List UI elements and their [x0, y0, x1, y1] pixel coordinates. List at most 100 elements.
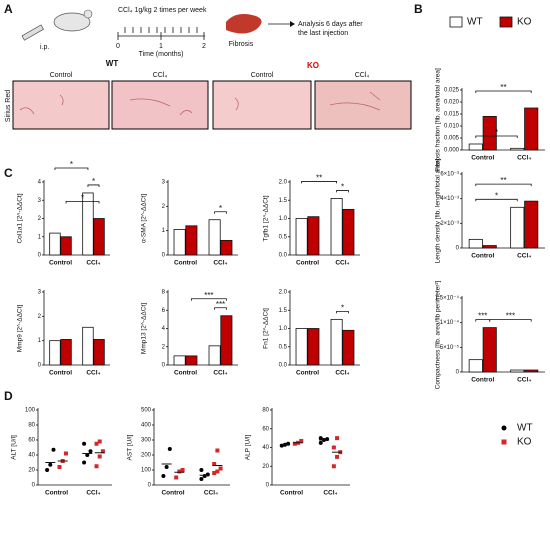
y-tick-label: 2 — [38, 216, 42, 222]
significance-bracket — [336, 190, 349, 193]
bar — [185, 225, 198, 256]
label: 2 — [202, 43, 206, 50]
mouse — [53, 12, 91, 32]
bar — [82, 192, 94, 256]
bar — [220, 315, 233, 366]
point — [218, 466, 223, 471]
y-axis-label: Col1a1 [2^-ΔΔCt] — [17, 193, 24, 243]
x-tick-label: CCl₄ — [86, 490, 100, 497]
significance-bracket — [475, 198, 518, 202]
y-tick-label: 2.0 — [279, 180, 288, 186]
bar — [49, 340, 61, 366]
y-tick-label: 1 — [162, 228, 166, 234]
y-axis-label: Tgfb1 [2^-ΔΔCt] — [263, 195, 270, 241]
point — [48, 462, 53, 467]
y-tick-label: 400 — [141, 423, 152, 429]
bar — [295, 328, 308, 366]
significance-label: * — [341, 183, 344, 192]
y-tick-label: 1.0 — [279, 216, 288, 222]
point — [174, 475, 179, 480]
point — [205, 472, 210, 477]
y-tick-label: 0 — [456, 246, 460, 252]
label: 0 — [116, 43, 120, 50]
syringe — [21, 24, 44, 41]
legend-swatch — [501, 439, 507, 445]
group-label: KO — [307, 61, 319, 70]
bar — [208, 219, 221, 256]
legend-label: WT — [467, 17, 483, 28]
y-tick-label: 200 — [141, 453, 152, 459]
y-tick-label: 0.005 — [444, 136, 460, 142]
point — [318, 436, 323, 441]
panel-label: C — [4, 166, 13, 180]
significance-bracket — [65, 201, 100, 204]
y-tick-label: 1 — [38, 338, 42, 344]
point — [51, 447, 56, 452]
image-label: Control — [251, 72, 274, 79]
bar — [510, 206, 525, 249]
significance-bracket — [54, 167, 89, 170]
y-tick-label: 1.5 — [279, 308, 288, 314]
y-tick-label: 2 — [162, 344, 166, 350]
panel-label: B — [414, 2, 423, 16]
label: CCl₄ 1g/kg 2 times per week — [118, 7, 207, 14]
group-label: WT — [106, 59, 119, 68]
y-tick-label: 40 — [262, 445, 269, 451]
y-tick-label: 6 — [162, 308, 166, 314]
bar — [173, 355, 186, 366]
y-tick-label: 0.015 — [444, 112, 460, 118]
point — [292, 441, 297, 446]
bar — [295, 218, 308, 256]
legend-label: WT — [517, 423, 533, 434]
y-tick-label: 300 — [141, 438, 152, 444]
point — [215, 448, 220, 453]
label: Fibrosis — [229, 41, 254, 48]
bar — [468, 238, 483, 249]
significance-label: * — [92, 177, 95, 186]
x-tick-label: CCl₄ — [335, 260, 349, 267]
significance-label: *** — [506, 312, 515, 321]
y-axis-label: ALT [U/l] — [11, 435, 18, 460]
legend-swatch — [449, 16, 463, 28]
bar — [468, 359, 483, 373]
x-tick-label: Control — [174, 370, 197, 377]
x-tick-label: CCl₄ — [517, 155, 531, 162]
y-tick-label: 2.0 — [279, 290, 288, 296]
legend-swatch — [499, 16, 513, 28]
significance-bracket — [489, 319, 532, 322]
significance-bracket — [475, 90, 532, 93]
y-tick-label: 6×10⁻³ — [440, 172, 459, 178]
x-tick-label: CCl₄ — [86, 370, 100, 377]
panel-label: D — [4, 389, 13, 403]
label: the last injection — [298, 30, 348, 37]
bar — [82, 326, 94, 366]
y-axis-label: AST [U/l] — [127, 434, 134, 460]
significance-bracket — [475, 135, 518, 138]
point — [177, 469, 182, 474]
y-tick-label: 0 — [162, 363, 166, 369]
y-tick-label: 4 — [38, 180, 42, 186]
point — [57, 465, 62, 469]
x-tick-label: CCl₄ — [517, 377, 531, 384]
bar — [524, 369, 539, 373]
x-tick-label: CCl₄ — [213, 370, 227, 377]
significance-bracket — [336, 310, 349, 314]
point — [100, 449, 105, 454]
point — [97, 439, 102, 444]
x-tick-label: Control — [471, 377, 494, 384]
point — [212, 471, 217, 475]
significance-label: *** — [478, 312, 487, 321]
y-tick-label: 0.020 — [444, 100, 460, 106]
bar — [510, 147, 525, 151]
point — [299, 438, 304, 443]
x-tick-label: CCl₄ — [86, 260, 100, 267]
point — [215, 469, 220, 474]
point — [45, 468, 50, 472]
significance-label: ** — [500, 176, 506, 185]
x-tick-label: Control — [471, 155, 494, 162]
label: Time (months) — [139, 51, 184, 58]
bar — [49, 232, 61, 256]
injection-marks — [124, 27, 198, 33]
y-axis-label: Length density [fib. length/total area] — [435, 158, 442, 263]
significance-bracket — [214, 307, 227, 310]
